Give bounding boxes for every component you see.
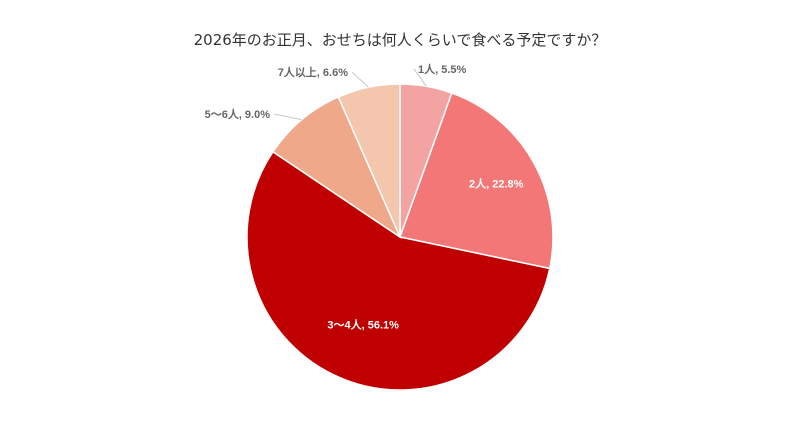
pie-slice [399, 92, 554, 270]
label-leader-line [273, 113, 302, 121]
label-leader-line [413, 68, 427, 87]
pie-slice [246, 150, 551, 391]
pie-slice [337, 83, 401, 238]
label-leader-line [351, 71, 369, 88]
pie-slice [271, 95, 402, 240]
slice-label: 3〜4人, 56.1% [327, 317, 399, 331]
slice-label: 2人, 22.8% [469, 176, 524, 190]
slice-label: 5〜6人, 9.0% [205, 107, 271, 121]
chart-title: 2026年のお正月、おせちは何人くらいで食べる予定ですか？ [193, 31, 607, 49]
slice-label: 1人, 5.5% [418, 62, 467, 76]
slice-label: 7人以上, 6.6% [278, 65, 349, 79]
